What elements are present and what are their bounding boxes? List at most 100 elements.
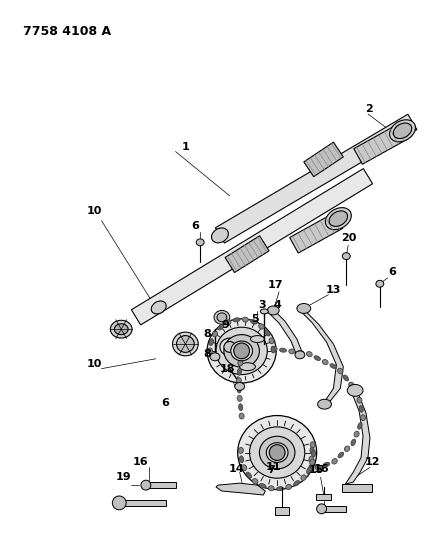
Text: 12: 12 [365, 457, 380, 467]
Polygon shape [146, 482, 175, 488]
Text: 8: 8 [203, 349, 211, 359]
Text: 6: 6 [389, 267, 397, 277]
Ellipse shape [269, 338, 274, 344]
Ellipse shape [297, 303, 311, 313]
Ellipse shape [259, 324, 264, 329]
Ellipse shape [389, 120, 416, 142]
Text: 10: 10 [87, 359, 102, 369]
Ellipse shape [318, 399, 331, 409]
Ellipse shape [351, 439, 356, 446]
Ellipse shape [322, 359, 328, 365]
Ellipse shape [312, 450, 315, 457]
Text: 8: 8 [203, 329, 211, 339]
Polygon shape [297, 308, 343, 406]
Text: 10: 10 [87, 206, 102, 216]
Ellipse shape [225, 320, 231, 325]
Ellipse shape [345, 446, 350, 451]
Ellipse shape [218, 325, 224, 330]
Ellipse shape [357, 397, 362, 403]
Ellipse shape [210, 353, 220, 361]
Circle shape [317, 504, 327, 514]
Ellipse shape [393, 123, 412, 139]
Ellipse shape [207, 319, 276, 383]
Ellipse shape [301, 475, 306, 480]
Text: 5: 5 [252, 314, 259, 324]
Polygon shape [345, 391, 370, 484]
Text: 3: 3 [259, 300, 266, 310]
Ellipse shape [240, 363, 256, 370]
Polygon shape [131, 168, 373, 325]
Ellipse shape [325, 208, 351, 230]
Ellipse shape [332, 458, 337, 464]
Ellipse shape [242, 317, 248, 322]
Ellipse shape [259, 483, 266, 488]
Ellipse shape [208, 348, 213, 354]
Ellipse shape [276, 487, 283, 491]
Ellipse shape [260, 309, 268, 314]
Text: 6: 6 [191, 221, 199, 231]
Text: 7758 4108 A: 7758 4108 A [23, 25, 111, 38]
Ellipse shape [330, 364, 336, 368]
Ellipse shape [237, 395, 242, 401]
Ellipse shape [250, 336, 265, 343]
Polygon shape [268, 310, 303, 356]
Text: 4: 4 [273, 300, 281, 310]
Ellipse shape [294, 481, 300, 486]
Text: 17: 17 [268, 280, 283, 290]
Text: 16: 16 [133, 457, 149, 467]
Ellipse shape [231, 341, 253, 361]
Ellipse shape [235, 383, 244, 390]
Ellipse shape [217, 313, 227, 322]
Ellipse shape [220, 338, 240, 356]
Text: 2: 2 [365, 104, 373, 114]
Ellipse shape [358, 423, 362, 429]
Ellipse shape [114, 324, 128, 335]
Ellipse shape [309, 456, 314, 462]
Circle shape [234, 343, 250, 359]
Ellipse shape [323, 463, 330, 467]
Ellipse shape [289, 349, 295, 354]
Polygon shape [275, 507, 289, 515]
Ellipse shape [216, 327, 268, 375]
Circle shape [269, 445, 285, 461]
Ellipse shape [250, 427, 305, 478]
Ellipse shape [240, 456, 244, 463]
Ellipse shape [251, 320, 257, 324]
Ellipse shape [239, 351, 243, 358]
Polygon shape [121, 500, 166, 506]
Circle shape [112, 496, 126, 510]
Ellipse shape [211, 228, 229, 243]
Ellipse shape [239, 413, 244, 419]
Text: 9: 9 [221, 320, 229, 330]
Ellipse shape [343, 375, 348, 381]
Ellipse shape [246, 472, 252, 478]
Ellipse shape [110, 320, 132, 338]
Polygon shape [316, 494, 331, 500]
Polygon shape [225, 236, 269, 272]
Text: 11: 11 [265, 462, 281, 472]
Circle shape [141, 480, 151, 490]
Ellipse shape [376, 280, 384, 287]
Text: 20: 20 [342, 233, 357, 244]
Text: 19: 19 [116, 472, 131, 482]
Ellipse shape [354, 431, 359, 437]
Ellipse shape [238, 448, 244, 454]
Ellipse shape [265, 330, 270, 336]
Ellipse shape [151, 301, 166, 314]
Ellipse shape [212, 332, 218, 337]
Ellipse shape [315, 465, 321, 470]
Ellipse shape [310, 442, 315, 448]
Polygon shape [215, 114, 417, 243]
Ellipse shape [239, 404, 243, 410]
Text: 6: 6 [162, 398, 169, 408]
Ellipse shape [268, 306, 279, 315]
Ellipse shape [238, 416, 317, 490]
Ellipse shape [268, 486, 274, 491]
Ellipse shape [338, 368, 343, 374]
Text: 1: 1 [181, 142, 189, 151]
Ellipse shape [314, 356, 321, 360]
Ellipse shape [238, 368, 241, 375]
Ellipse shape [266, 443, 288, 463]
Ellipse shape [172, 332, 198, 356]
Ellipse shape [271, 346, 277, 351]
